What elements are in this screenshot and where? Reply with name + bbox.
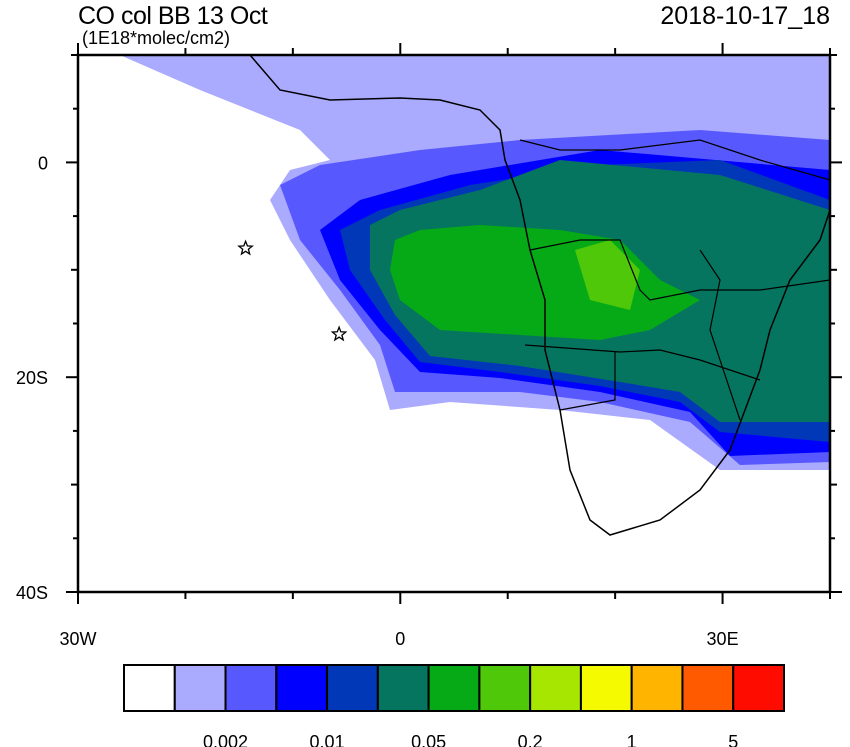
colorbar-box bbox=[376, 664, 430, 712]
star-marker bbox=[330, 325, 348, 342]
colorbar-box bbox=[326, 664, 379, 712]
lat-tick-label: 20S bbox=[16, 368, 48, 388]
colorbar-box bbox=[224, 664, 278, 712]
colorbar-box bbox=[427, 664, 481, 712]
lon-tick-label: 0 bbox=[395, 629, 405, 649]
country-border bbox=[699, 249, 741, 421]
co-contour-level-1 bbox=[330, 92, 480, 150]
colorbar-box bbox=[681, 664, 735, 712]
colorbar-box bbox=[732, 664, 786, 712]
star-marker bbox=[237, 239, 254, 256]
colorbar-label: 0.2 bbox=[518, 732, 543, 747]
colorbar-box bbox=[478, 664, 532, 712]
colorbar-box bbox=[529, 664, 582, 712]
colorbar-box bbox=[173, 664, 227, 712]
co-contour-level-7 bbox=[575, 240, 640, 310]
map-layers bbox=[120, 55, 830, 536]
colorbar-box bbox=[123, 664, 176, 712]
country-border bbox=[519, 139, 830, 181]
lon-tick-label: 30W bbox=[59, 629, 96, 649]
country-border bbox=[529, 239, 830, 301]
lat-tick-label: 0 bbox=[38, 153, 48, 173]
country-border bbox=[524, 344, 761, 381]
country-border bbox=[559, 352, 616, 411]
colorbar-box bbox=[630, 664, 684, 712]
colorbar-label: 0.002 bbox=[203, 732, 248, 747]
colorbar-box bbox=[579, 664, 633, 712]
colorbar-label: 0.01 bbox=[310, 732, 345, 747]
colorbar-box bbox=[275, 664, 329, 712]
colorbar-label: 5 bbox=[728, 732, 738, 747]
units-label: (1E18*molec/cm2) bbox=[82, 28, 231, 48]
lon-tick-label: 30E bbox=[707, 629, 739, 649]
colorbar-label: 0.05 bbox=[411, 732, 446, 747]
plot-title: CO col BB 13 Oct bbox=[78, 2, 268, 30]
colorbar-label: 1 bbox=[627, 732, 637, 747]
lat-tick-label: 40S bbox=[16, 583, 48, 603]
datetime-label: 2018-10-17_18 bbox=[660, 2, 830, 30]
